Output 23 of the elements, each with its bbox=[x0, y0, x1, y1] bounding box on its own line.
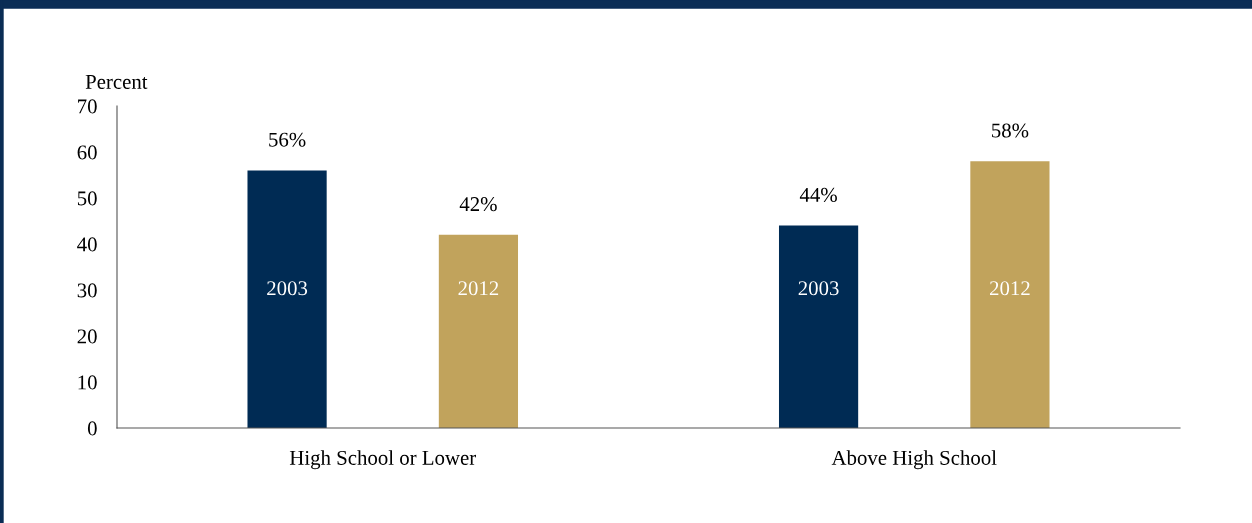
data-label: 44% bbox=[799, 187, 837, 202]
data-label: 58% bbox=[992, 123, 1029, 138]
x-tick-label: High School or Lower bbox=[289, 450, 477, 470]
y-tick-label: 50 bbox=[77, 191, 97, 206]
series-label: 2012 bbox=[990, 281, 1030, 296]
y-tick-label: 70 bbox=[78, 99, 97, 114]
bar bbox=[778, 225, 859, 428]
text: 2012 bbox=[458, 281, 499, 296]
bar bbox=[438, 234, 519, 428]
y-tick-label: 0 bbox=[87, 421, 97, 436]
bar bbox=[970, 161, 1050, 428]
bar bbox=[247, 170, 327, 428]
data-label: 56% bbox=[269, 132, 306, 147]
y-tick-label: 10 bbox=[78, 375, 97, 390]
data-label: 42% bbox=[459, 197, 497, 212]
y-tick-label: 30 bbox=[77, 283, 97, 298]
series-label: 2003 bbox=[798, 281, 839, 296]
y-tick-label: 40 bbox=[77, 237, 97, 252]
text: 2003 bbox=[267, 281, 308, 296]
y-tick-label: 60 bbox=[77, 145, 97, 160]
y-axis-title: Percent bbox=[85, 75, 148, 89]
x-tick-label: Above High School bbox=[831, 450, 997, 470]
y-tick-label: 20 bbox=[77, 329, 97, 344]
